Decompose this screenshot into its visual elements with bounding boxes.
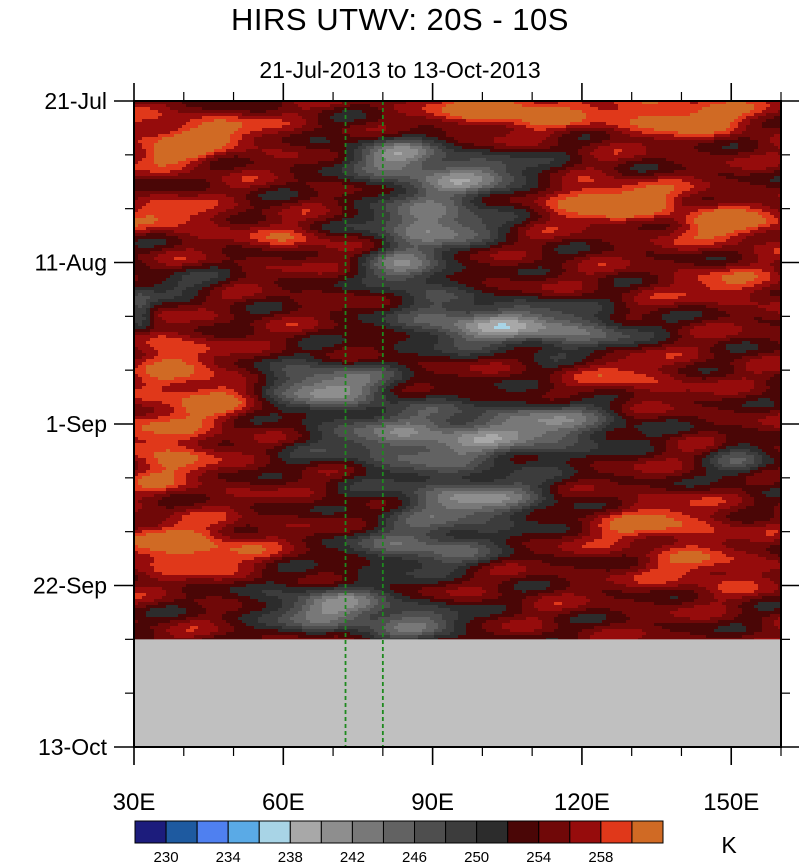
colorbar-swatch (601, 821, 632, 843)
missing-data-area (134, 639, 781, 747)
colorbar-swatch (135, 821, 166, 843)
colorbar: 230 234 238 242 246 250 254 258 K (135, 821, 737, 863)
x-tick-label: 150E (703, 789, 759, 816)
y-tick-label: 1-Sep (46, 411, 107, 437)
y-tick-label: 13-Oct (38, 734, 108, 760)
colorbar-swatch (632, 821, 663, 843)
colorbar-unit: K (721, 832, 737, 858)
colorbar-swatch (228, 821, 259, 843)
y-tick-label: 21-Jul (44, 88, 107, 114)
colorbar-swatch (321, 821, 352, 843)
colorbar-swatch (352, 821, 383, 843)
y-tick-label: 22-Sep (33, 573, 107, 599)
colorbar-swatch (166, 821, 197, 843)
colorbar-swatch (539, 821, 570, 843)
colorbar-swatch (508, 821, 539, 843)
contour-field (134, 101, 781, 640)
colorbar-label: 250 (464, 849, 489, 863)
colorbar-label: 246 (402, 849, 427, 863)
colorbar-label: 254 (526, 849, 551, 863)
colorbar-label: 258 (588, 849, 613, 863)
x-tick-label: 60E (262, 789, 305, 816)
colorbar-swatch (259, 821, 290, 843)
y-tick-label: 11-Aug (35, 250, 107, 276)
colorbar-swatch (383, 821, 414, 843)
x-tick-label: 30E (113, 789, 156, 816)
colorbar-swatch (570, 821, 601, 843)
colorbar-label: 238 (278, 849, 303, 863)
x-tick-label: 90E (411, 789, 454, 816)
colorbar-swatch (446, 821, 477, 843)
colorbar-swatch (415, 821, 446, 843)
colorbar-swatch (477, 821, 508, 843)
colorbar-swatch (197, 821, 228, 843)
colorbar-swatch (290, 821, 321, 843)
colorbar-label: 234 (216, 849, 241, 863)
x-tick-label: 120E (554, 789, 610, 816)
colorbar-label: 242 (340, 849, 365, 863)
colorbar-label: 230 (154, 849, 179, 863)
